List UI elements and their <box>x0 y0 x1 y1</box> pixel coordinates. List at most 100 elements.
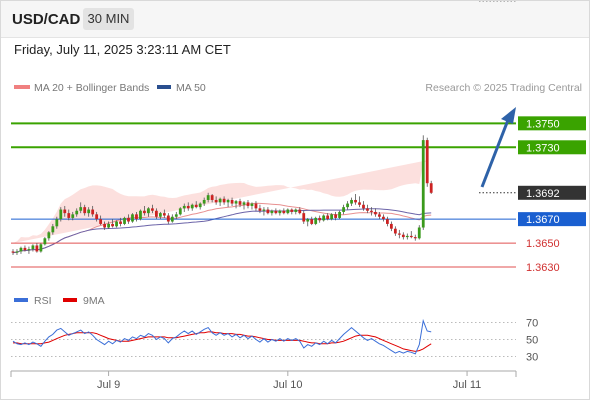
candle-body <box>250 203 254 206</box>
candle-body <box>214 199 218 203</box>
candle-body <box>382 216 385 220</box>
rsi-tick-label: 50 <box>526 335 538 347</box>
ma50-legend-swatch <box>157 85 171 89</box>
level-tag-1.3750 <box>518 116 586 131</box>
candle-body <box>166 215 170 222</box>
candle-body <box>79 207 83 211</box>
candle-body <box>393 228 397 234</box>
candle-body <box>342 207 345 212</box>
candle-body <box>218 198 222 203</box>
candle-body <box>378 214 381 217</box>
candle-body <box>63 209 67 214</box>
timeframe-badge[interactable]: 30 MIN <box>83 8 134 30</box>
forecast-arrow <box>480 107 516 188</box>
candle-body <box>413 237 417 239</box>
level-tag-1.3692 <box>518 185 586 200</box>
rsi-ma9-line <box>13 331 432 352</box>
level-label-1.3692: 1.3692 <box>526 188 560 200</box>
candle-body <box>350 199 353 204</box>
x-tick-label: Jul 11 <box>453 379 482 391</box>
candle-body <box>127 217 130 222</box>
bollinger-band-area <box>13 159 432 244</box>
candle-body <box>310 219 314 224</box>
candle-body <box>334 214 338 218</box>
candle-body <box>43 238 47 245</box>
candle-body <box>67 213 71 218</box>
arrow-shaft <box>480 119 510 188</box>
candle-body <box>135 214 138 220</box>
candle-body <box>230 199 234 204</box>
candle-body <box>246 202 250 206</box>
candles <box>11 135 433 256</box>
candle-body <box>258 208 262 211</box>
candle-body <box>154 210 158 217</box>
chart-datetime: Friday, July 11, 2025 3:23:11 AM CET <box>14 42 231 57</box>
level-tag-1.3730 <box>518 140 586 155</box>
level-label-1.3630: 1.3630 <box>526 262 560 274</box>
candle-body <box>425 140 429 184</box>
candle-body <box>99 219 103 224</box>
rsi-panel: 70 50 30 <box>11 1 538 364</box>
candle-body <box>206 195 210 200</box>
candle-body <box>338 211 341 218</box>
symbol-label: USD/CAD <box>12 11 81 28</box>
candle-body <box>409 235 413 238</box>
ma50-legend-label: MA 50 <box>176 82 206 94</box>
candle-body <box>143 210 146 214</box>
x-axis: Jul 9 Jul 10 Jul 11 <box>10 370 517 391</box>
rsi-legend-swatch <box>14 298 28 302</box>
candle-body <box>270 210 274 214</box>
candle-body <box>358 202 361 205</box>
candle-body <box>290 209 294 212</box>
candle-body <box>362 204 365 209</box>
chart-header: USD/CAD 30 MIN <box>1 1 589 38</box>
candle-body <box>115 221 118 227</box>
candle-body <box>111 223 114 227</box>
candle-body <box>119 221 122 224</box>
candle-body <box>366 208 369 211</box>
candle-body <box>354 199 357 203</box>
candle-body <box>23 247 27 251</box>
candle-body <box>298 209 302 214</box>
ma50-line <box>12 208 432 254</box>
candle-body <box>286 209 290 214</box>
candle-body <box>346 203 349 208</box>
candle-body <box>178 208 182 215</box>
level-label-1.3650: 1.3650 <box>526 238 560 250</box>
candle-body <box>170 216 174 222</box>
candle-body <box>274 210 278 214</box>
candle-body <box>75 210 79 215</box>
candle-body <box>194 204 198 208</box>
candle-body <box>11 251 15 253</box>
level-label-1.3750: 1.3750 <box>526 118 560 130</box>
rsi-tick-label: 70 <box>526 318 538 330</box>
moving-averages <box>12 202 432 254</box>
candle-body <box>31 245 35 250</box>
candle-body <box>401 234 405 238</box>
candle-body <box>35 245 39 252</box>
candle-body <box>222 198 226 203</box>
level-tag-1.3670 <box>518 212 586 227</box>
candle-body <box>389 223 393 229</box>
candle-body <box>330 214 334 220</box>
candle-body <box>123 217 126 224</box>
candle-body <box>405 235 409 238</box>
bollinger-bands <box>13 159 432 244</box>
candle-body <box>162 213 166 216</box>
candle-body <box>131 214 134 222</box>
candle-body <box>306 219 310 222</box>
candle-body <box>87 209 91 214</box>
candle-body <box>147 208 150 214</box>
key-levels: 1.3750 1.3730 1.3692 1.3670 1.3650 1.3630 <box>11 116 586 274</box>
candle-body <box>417 227 421 239</box>
level-label-1.3670: 1.3670 <box>526 214 560 226</box>
candle-body <box>107 223 110 228</box>
candle-body <box>374 211 377 215</box>
candle-body <box>186 205 190 209</box>
candle-body <box>262 209 266 211</box>
candle-body <box>234 201 238 204</box>
candle-body <box>326 215 330 220</box>
candle-body <box>202 199 206 204</box>
candle-body <box>429 183 433 193</box>
x-tick-label: Jul 9 <box>97 379 120 391</box>
